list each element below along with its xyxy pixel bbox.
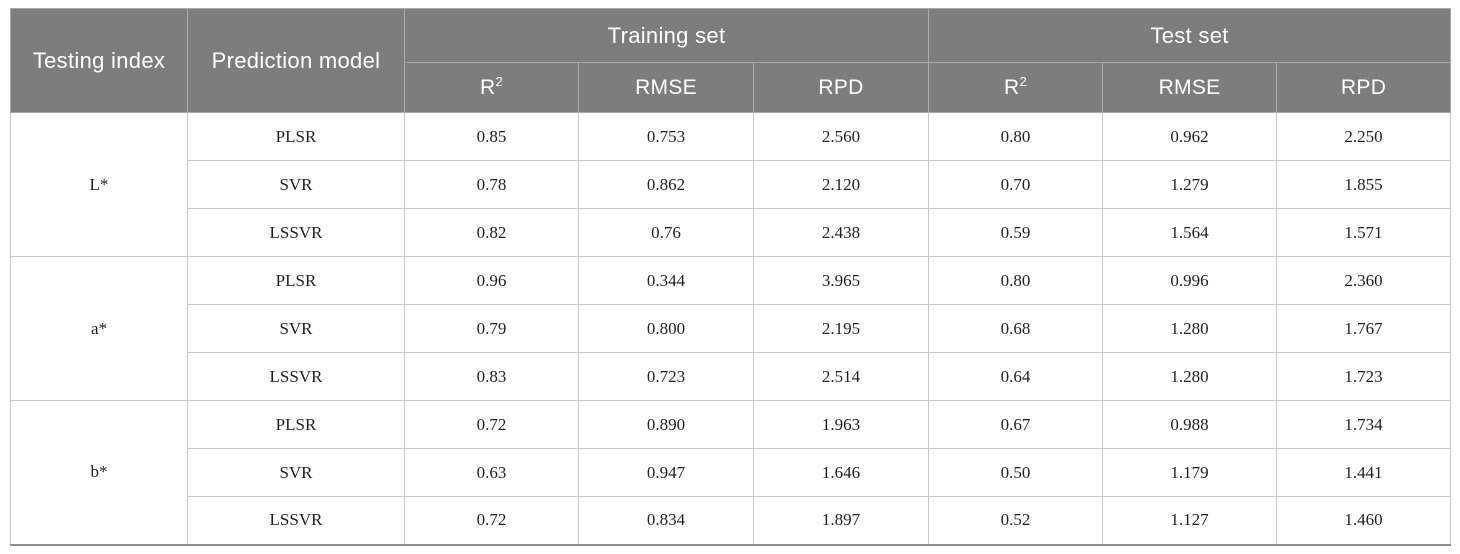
cell-train-r2: 0.82: [404, 208, 579, 257]
cell-model: SVR: [187, 160, 405, 209]
table-row: LSSVR 0.82 0.76 2.438 0.59 1.564 1.571: [11, 208, 1452, 257]
table-row: SVR 0.78 0.862 2.120 0.70 1.279 1.855: [11, 160, 1452, 209]
cell-train-r2: 0.72: [404, 400, 579, 449]
cell-test-r2: 0.70: [928, 160, 1104, 209]
cell-train-rmse: 0.800: [578, 304, 754, 353]
table-row: a* PLSR 0.96 0.344 3.965 0.80 0.996 2.36…: [10, 256, 1452, 401]
r2-superscript: 2: [495, 73, 503, 89]
cell-train-rmse: 0.344: [578, 256, 754, 305]
header-testing-index: Testing index: [10, 8, 188, 113]
cell-train-r2: 0.63: [404, 448, 579, 497]
cell-test-rmse: 1.564: [1102, 208, 1278, 257]
cell-testing-index: L*: [10, 112, 188, 257]
cell-test-rpd: 2.250: [1276, 112, 1452, 161]
header-test-rpd: RPD: [1276, 62, 1452, 113]
cell-test-r2: 0.64: [928, 352, 1104, 401]
cell-train-r2: 0.96: [404, 256, 579, 305]
cell-train-rmse: 0.76: [578, 208, 754, 257]
cell-train-rmse: 0.947: [578, 448, 754, 497]
cell-train-r2: 0.72: [404, 496, 579, 545]
header-group-row: Testing index Prediction model Training …: [10, 8, 1452, 113]
header-train-rmse: RMSE: [578, 62, 754, 113]
header-sub-row: R2 RMSE RPD R2 RMSE RPD: [11, 62, 1452, 113]
cell-test-rpd: 1.723: [1276, 352, 1452, 401]
cell-model: LSSVR: [187, 208, 405, 257]
header-train-r2: R2: [404, 62, 579, 113]
cell-testing-index: b*: [10, 400, 188, 545]
cell-train-rmse: 0.834: [578, 496, 754, 545]
cell-model: PLSR: [187, 400, 405, 449]
table-row: SVR 0.79 0.800 2.195 0.68 1.280 1.767: [11, 304, 1452, 353]
cell-test-r2: 0.80: [928, 256, 1104, 305]
cell-test-rpd: 2.360: [1276, 256, 1452, 305]
cell-train-rpd: 1.897: [752, 496, 930, 545]
cell-model: PLSR: [187, 256, 405, 305]
cell-train-r2: 0.83: [404, 352, 579, 401]
header-prediction-model: Prediction model: [187, 8, 405, 113]
cell-train-r2: 0.78: [404, 160, 579, 209]
cell-train-rmse: 0.753: [578, 112, 754, 161]
cell-test-r2: 0.67: [928, 400, 1104, 449]
table-body: L* PLSR 0.85 0.753 2.560 0.80 0.962 2.25…: [10, 112, 1452, 545]
header-test-set: Test set: [928, 8, 1452, 63]
cell-train-rmse: 0.723: [578, 352, 754, 401]
header-train-rpd: RPD: [752, 62, 930, 113]
table-header: Testing index Prediction model Training …: [10, 8, 1452, 113]
cell-train-rpd: 1.646: [752, 448, 930, 497]
cell-train-r2: 0.85: [404, 112, 579, 161]
cell-test-rpd: 1.767: [1276, 304, 1452, 353]
cell-test-r2: 0.68: [928, 304, 1104, 353]
r2-base: R: [1004, 75, 1020, 99]
cell-test-rmse: 1.127: [1102, 496, 1278, 545]
table-row: SVR 0.63 0.947 1.646 0.50 1.179 1.441: [11, 448, 1452, 497]
header-test-rmse: RMSE: [1102, 62, 1278, 113]
cell-train-r2: 0.79: [404, 304, 579, 353]
cell-test-rpd: 1.855: [1276, 160, 1452, 209]
cell-test-rmse: 0.962: [1102, 112, 1278, 161]
cell-train-rpd: 1.963: [752, 400, 930, 449]
cell-test-rmse: 0.996: [1102, 256, 1278, 305]
cell-test-r2: 0.52: [928, 496, 1104, 545]
header-test-r2: R2: [928, 62, 1104, 113]
cell-train-rpd: 3.965: [752, 256, 930, 305]
table-row: LSSVR 0.72 0.834 1.897 0.52 1.127 1.460: [11, 496, 1452, 545]
cell-test-r2: 0.80: [928, 112, 1104, 161]
cell-model: SVR: [187, 304, 405, 353]
cell-model: PLSR: [187, 112, 405, 161]
table-row: L* PLSR 0.85 0.753 2.560 0.80 0.962 2.25…: [10, 112, 1452, 257]
cell-test-rmse: 0.988: [1102, 400, 1278, 449]
cell-model: SVR: [187, 448, 405, 497]
cell-model: LSSVR: [187, 496, 405, 545]
cell-test-r2: 0.50: [928, 448, 1104, 497]
r2-base: R: [479, 75, 496, 99]
cell-test-rmse: 1.280: [1102, 304, 1278, 353]
cell-model: LSSVR: [187, 352, 405, 401]
header-training-set: Training set: [403, 8, 930, 63]
cell-test-rpd: 1.571: [1276, 208, 1452, 257]
cell-train-rmse: 0.862: [578, 160, 754, 209]
cell-testing-index: a*: [10, 256, 188, 401]
table-row: LSSVR 0.83 0.723 2.514 0.64 1.280 1.723: [11, 352, 1452, 401]
table-row: b* PLSR 0.72 0.890 1.963 0.67 0.988 1.73…: [10, 400, 1452, 545]
cell-train-rpd: 2.438: [752, 208, 930, 257]
cell-train-rpd: 2.195: [752, 304, 930, 353]
results-table: Testing index Prediction model Training …: [10, 8, 1452, 546]
cell-test-r2: 0.59: [928, 208, 1104, 257]
cell-train-rpd: 2.514: [752, 352, 930, 401]
r2-superscript: 2: [1019, 73, 1028, 89]
cell-train-rpd: 2.560: [752, 112, 930, 161]
cell-train-rpd: 2.120: [752, 160, 930, 209]
cell-test-rpd: 1.460: [1276, 496, 1452, 545]
cell-test-rmse: 1.280: [1102, 352, 1278, 401]
cell-train-rmse: 0.890: [578, 400, 754, 449]
cell-test-rpd: 1.441: [1276, 448, 1452, 497]
cell-test-rmse: 1.179: [1102, 448, 1278, 497]
cell-test-rmse: 1.279: [1102, 160, 1278, 209]
cell-test-rpd: 1.734: [1276, 400, 1452, 449]
